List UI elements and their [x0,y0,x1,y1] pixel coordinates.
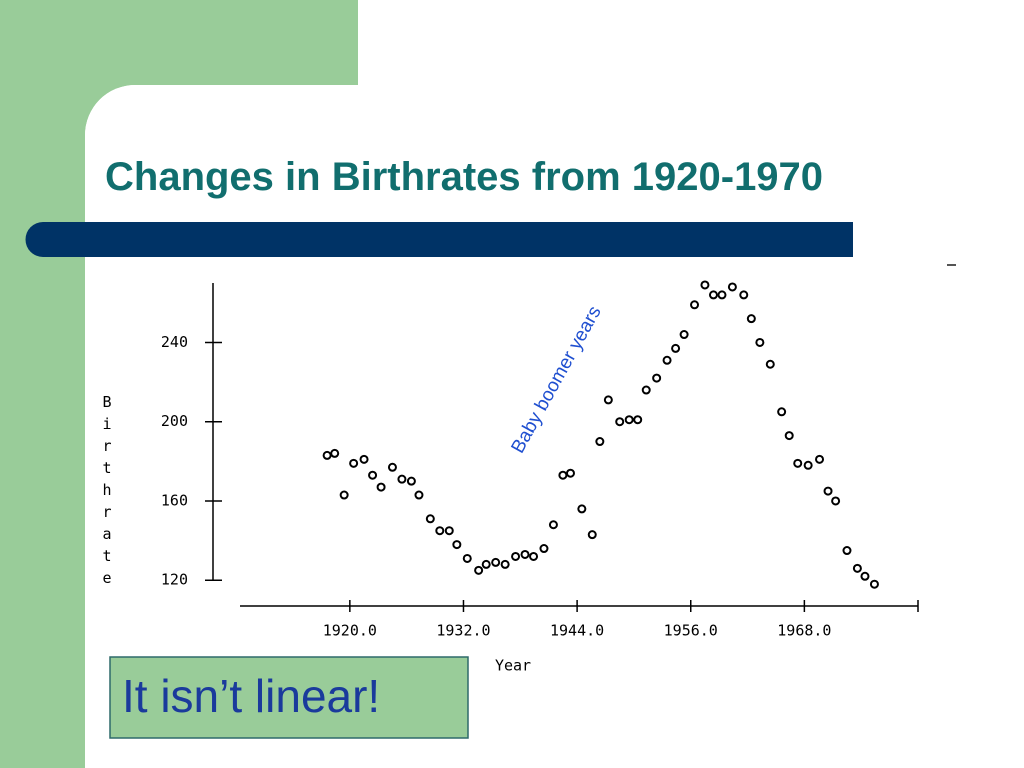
data-point [727,282,737,292]
data-point [662,355,672,365]
data-point [500,559,510,569]
data-point [511,551,521,561]
data-point [387,462,397,472]
data-point [652,373,662,383]
x-tick-label: 1968.0 [777,622,831,640]
data-point [359,454,369,464]
y-tick-label: 200 [161,412,188,430]
data-point [777,407,787,417]
slide-title: Changes in Birthrates from 1920-1970 [105,155,823,199]
data-point [491,557,501,567]
data-point [481,559,491,569]
data-point [869,579,879,589]
data-point [565,468,575,478]
x-tick-label: 1932.0 [436,622,490,640]
data-point [587,530,597,540]
data-point [474,565,484,575]
data-point [633,415,643,425]
data-point [462,553,472,563]
data-point [577,504,587,514]
data-point [595,437,605,447]
data-point [784,431,794,441]
callout-text: It isn’t linear! [122,670,380,722]
data-point [406,476,416,486]
data-point [397,474,407,484]
data-point [376,482,386,492]
data-point [548,520,558,530]
data-point [435,526,445,536]
data-point [860,571,870,581]
data-point [671,343,681,353]
data-point [349,458,359,468]
decor-corner-fill [85,85,135,135]
data-point [679,330,689,340]
data-point [444,526,454,536]
x-tick-label: 1956.0 [664,622,718,640]
data-point [815,454,825,464]
y-tick-label: 160 [161,491,188,509]
data-point [615,417,625,427]
data-point [425,514,435,524]
data-point [452,540,462,550]
data-point [700,280,710,290]
y-tick-label: 240 [161,333,188,351]
data-point [339,490,349,500]
data-point [330,448,340,458]
decor-left [0,0,85,768]
callout-box [109,656,469,739]
y-tick-label: 120 [161,571,188,589]
data-point [739,290,749,300]
data-point [624,415,634,425]
data-point [558,470,568,480]
data-point [823,486,833,496]
content-bg-right [358,0,1024,768]
data-point [852,563,862,573]
data-point [717,290,727,300]
data-point [842,546,852,556]
data-point [603,395,613,405]
decor-dash [947,264,956,266]
data-point [765,359,775,369]
y-axis-label: Birthrate [98,393,116,591]
data-point [529,551,539,561]
data-point [520,549,530,559]
data-point [690,300,700,310]
data-point [746,314,756,324]
data-point [803,460,813,470]
plot: 120 160 200 240 1920.0 1932.0 1944.0 1956.0 1968… [161,280,879,640]
title-bar [25,222,853,257]
x-axis-label: Year [495,657,531,675]
data-point [322,450,332,460]
x-tick-label: 1920.0 [323,622,377,640]
data-point [708,290,718,300]
data-point [831,496,841,506]
data-point [641,385,651,395]
data-point [414,490,424,500]
x-tick-label: 1944.0 [550,622,604,640]
data-point [755,337,765,347]
data-point [539,544,549,554]
data-point [368,470,378,480]
data-point [793,458,803,468]
